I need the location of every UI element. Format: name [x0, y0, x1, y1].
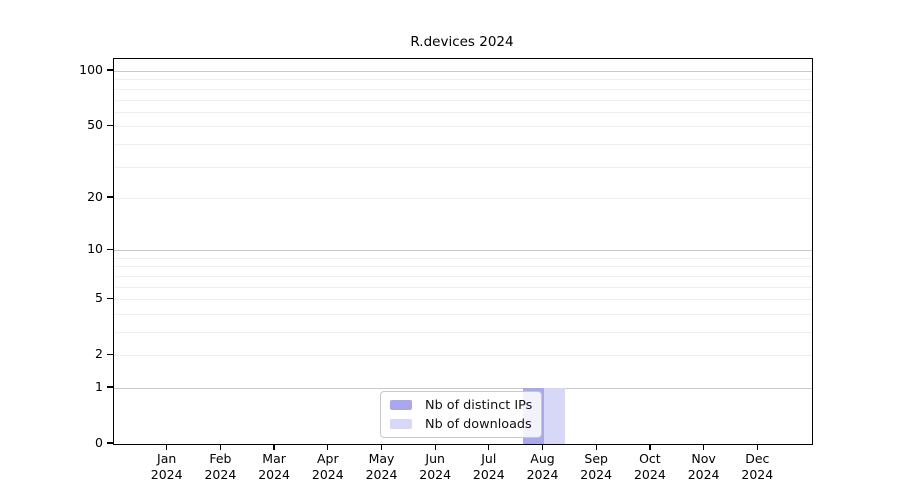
y-tick-mark — [107, 353, 113, 355]
y-tick-label: 1 — [95, 379, 103, 394]
y-tick-mark — [107, 442, 113, 444]
x-tick-text: 2024 — [365, 467, 398, 482]
minor-gridline — [114, 88, 812, 90]
x-tick-mark — [595, 444, 597, 451]
x-tick-text: May — [368, 451, 395, 466]
x-tick-mark — [703, 444, 705, 451]
y-tick-label: 100 — [79, 62, 103, 77]
legend-swatch-downloads — [390, 419, 412, 429]
x-tick-mark — [166, 444, 168, 451]
x-tick-text: 2024 — [419, 467, 452, 482]
x-tick-text: Aug — [530, 451, 555, 466]
x-tick-mark — [434, 444, 436, 451]
x-tick-text: Oct — [639, 451, 661, 466]
minor-gridline — [114, 166, 812, 168]
x-tick-label: Dec 2024 — [726, 451, 788, 483]
legend-entry-downloads: Nb of downloads — [390, 417, 532, 432]
x-tick-label: Jul 2024 — [458, 451, 520, 483]
minor-gridline — [114, 266, 812, 268]
legend-entry-distinct-ips: Nb of distinct IPs — [390, 398, 532, 413]
minor-gridline — [114, 355, 812, 357]
x-tick-mark — [756, 444, 758, 451]
minor-gridline — [114, 126, 812, 128]
legend-swatch-distinct-ips — [390, 400, 412, 410]
x-tick-label: Feb 2024 — [189, 451, 251, 483]
x-tick-mark — [219, 444, 221, 451]
y-tick-mark — [107, 69, 113, 71]
x-tick-label: Jan 2024 — [136, 451, 198, 483]
major-gridline — [114, 250, 812, 252]
x-tick-text: 2024 — [580, 467, 613, 482]
x-tick-text: 2024 — [311, 467, 344, 482]
x-tick-label: Aug 2024 — [512, 451, 574, 483]
x-tick-text: Nov — [691, 451, 716, 466]
y-tick-mark — [107, 124, 113, 126]
x-tick-text: Jul — [481, 451, 497, 466]
y-tick-label: 20 — [87, 188, 103, 204]
bar-downloads — [543, 388, 565, 444]
x-tick-label: Jun 2024 — [404, 451, 466, 483]
minor-gridline — [114, 275, 812, 277]
x-tick-mark — [327, 444, 329, 451]
x-tick-text: Mar — [262, 451, 286, 466]
legend-label-downloads: Nb of downloads — [425, 416, 532, 432]
legend-label-distinct-ips: Nb of distinct IPs — [425, 397, 533, 413]
x-tick-mark — [541, 444, 544, 451]
minor-gridline — [114, 299, 812, 301]
x-tick-text: Dec — [745, 451, 770, 466]
chart-title: R.devices 2024 — [410, 34, 514, 50]
y-tick-label: 5 — [95, 290, 103, 306]
x-tick-label: May 2024 — [351, 451, 413, 483]
plot-area — [113, 58, 813, 445]
x-tick-mark — [380, 444, 383, 451]
legend: Nb of distinct IPs Nb of downloads — [380, 391, 542, 438]
x-tick-text: 2024 — [687, 467, 720, 482]
x-tick-text: Sep — [584, 451, 608, 466]
minor-gridline — [114, 99, 812, 101]
minor-gridline — [114, 111, 812, 113]
x-tick-text: Feb — [209, 451, 232, 466]
x-tick-label: Sep 2024 — [565, 451, 627, 483]
x-tick-text: 2024 — [633, 467, 666, 482]
y-tick-label: 50 — [87, 117, 103, 133]
x-tick-mark — [649, 444, 651, 451]
x-tick-label: Oct 2024 — [619, 451, 681, 483]
major-gridline — [114, 71, 812, 72]
x-tick-text: Jun — [425, 451, 445, 466]
x-tick-text: 2024 — [258, 467, 290, 482]
major-gridline — [114, 388, 812, 389]
y-tick-label: 2 — [95, 346, 103, 362]
minor-gridline — [114, 79, 812, 81]
minor-gridline — [114, 143, 812, 145]
x-tick-mark — [488, 444, 490, 451]
x-tick-text: 2024 — [526, 467, 559, 482]
y-tick-label: 10 — [87, 241, 103, 257]
y-tick-label: 0 — [95, 435, 103, 450]
x-tick-label: Apr 2024 — [297, 451, 359, 483]
minor-gridline — [114, 197, 812, 199]
x-tick-text: 2024 — [204, 467, 237, 482]
x-tick-label: Nov 2024 — [673, 451, 735, 483]
y-tick-mark — [107, 196, 113, 198]
x-tick-text: 2024 — [472, 467, 505, 482]
y-tick-mark — [107, 386, 113, 388]
x-tick-text: 2024 — [150, 467, 183, 482]
minor-gridline — [114, 313, 812, 315]
x-tick-label: Mar 2024 — [243, 451, 305, 483]
y-tick-mark — [107, 248, 113, 250]
minor-gridline — [114, 257, 812, 259]
y-tick-mark — [107, 297, 113, 299]
minor-gridline — [114, 332, 812, 333]
x-tick-text: Jan — [157, 451, 177, 466]
x-tick-text: Apr — [316, 451, 339, 466]
x-tick-text: 2024 — [741, 467, 774, 482]
x-tick-mark — [273, 444, 275, 451]
minor-gridline — [114, 286, 812, 288]
